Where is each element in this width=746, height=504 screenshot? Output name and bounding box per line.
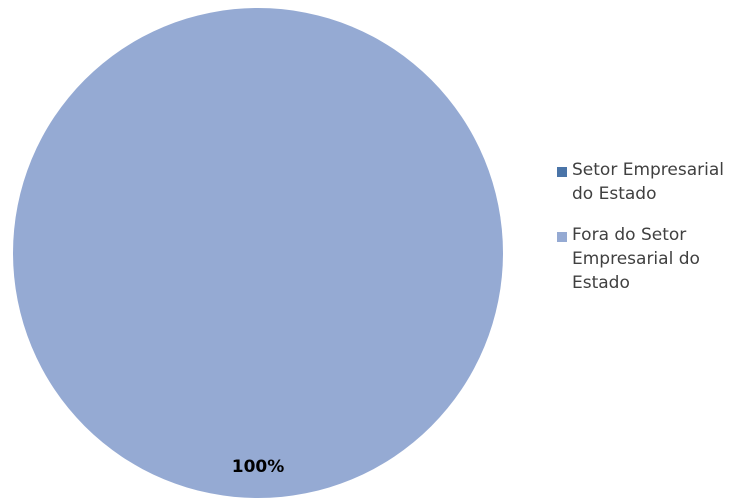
legend-label: Fora do Setor Empresarial do Estado [572,225,700,293]
legend-item-setor-empresarial: Setor Empresarial do Estado [557,158,742,206]
legend-swatch [557,232,567,242]
legend-label: Setor Empresarial do Estado [572,160,725,204]
chart-legend: Setor Empresarial do Estado Fora do Seto… [557,158,742,312]
slice-data-label: 100% [232,457,285,477]
pie-slices [13,8,503,498]
legend-item-fora-setor-empresarial: Fora do Setor Empresarial do Estado [557,223,742,295]
legend-swatch [557,167,567,177]
pie-slice [13,8,503,498]
